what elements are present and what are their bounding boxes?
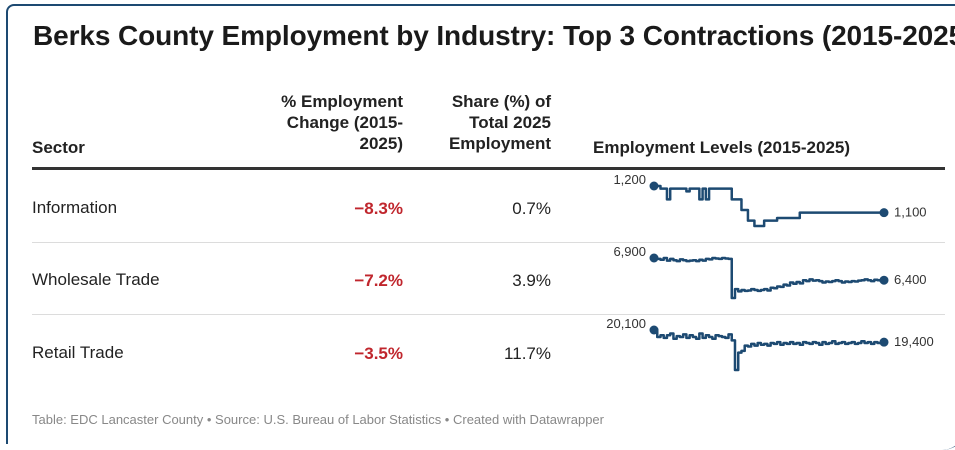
sparkline-end-dot [879, 275, 889, 285]
sparkline-end-label: 19,400 [894, 334, 934, 349]
header-change: % Employment Change (2015- 2025) [240, 91, 403, 154]
frame-corner [936, 410, 955, 450]
sparkline-information: 1,200 1,100 [613, 172, 927, 228]
row-sector: Retail Trade [32, 343, 124, 362]
header-share-line1: Share (%) of [451, 92, 551, 111]
sparkline-end-label: 6,400 [894, 272, 927, 287]
sparkline-retail-trade: 20,100 19,400 [606, 316, 934, 372]
row-sector: Information [32, 198, 118, 217]
sparkline-end-label: 1,100 [894, 205, 927, 220]
sparkline-start-dot [649, 325, 659, 335]
header-share-line2: Total 2025 [469, 113, 551, 132]
row-change: −3.5% [354, 344, 403, 363]
row-change: −8.3% [354, 199, 403, 218]
row-divider [32, 314, 945, 315]
card-frame [6, 4, 955, 444]
sparkline-end-dot [879, 208, 889, 218]
row-share: 3.9% [512, 271, 551, 290]
row-share: 11.7% [504, 344, 551, 363]
header-levels: Employment Levels (2015-2025) [593, 138, 851, 157]
header-change-line2: Change (2015- [286, 113, 403, 132]
sparkline-wholesale-trade: 6,900 6,400 [613, 244, 927, 300]
header-share-line3: Employment [448, 134, 551, 153]
footer-credit: Table: EDC Lancaster County • Source: U.… [32, 412, 604, 427]
chart-title: Berks County Employment by Industry: Top… [33, 20, 955, 51]
sparkline-path [654, 184, 884, 228]
sparkline-start-label: 20,100 [606, 316, 646, 331]
sparkline-path [654, 328, 884, 372]
sparkline-start-dot [649, 181, 659, 191]
header-change-line1: % Employment [281, 92, 403, 111]
header-rule [32, 167, 945, 170]
sparkline-path [654, 256, 886, 300]
sparkline-start-dot [649, 253, 659, 263]
sparkline-start-label: 6,900 [613, 244, 646, 259]
header-share: Share (%) of Total 2025 Employment [420, 91, 551, 154]
sparkline-end-dot [879, 337, 889, 347]
row-divider [32, 242, 945, 243]
header-sector: Sector [32, 138, 85, 157]
sparkline-start-label: 1,200 [613, 172, 646, 187]
row-sector: Wholesale Trade [32, 270, 160, 289]
header-change-line3: 2025) [359, 134, 403, 153]
row-change: −7.2% [354, 271, 403, 290]
row-share: 0.7% [512, 199, 551, 218]
